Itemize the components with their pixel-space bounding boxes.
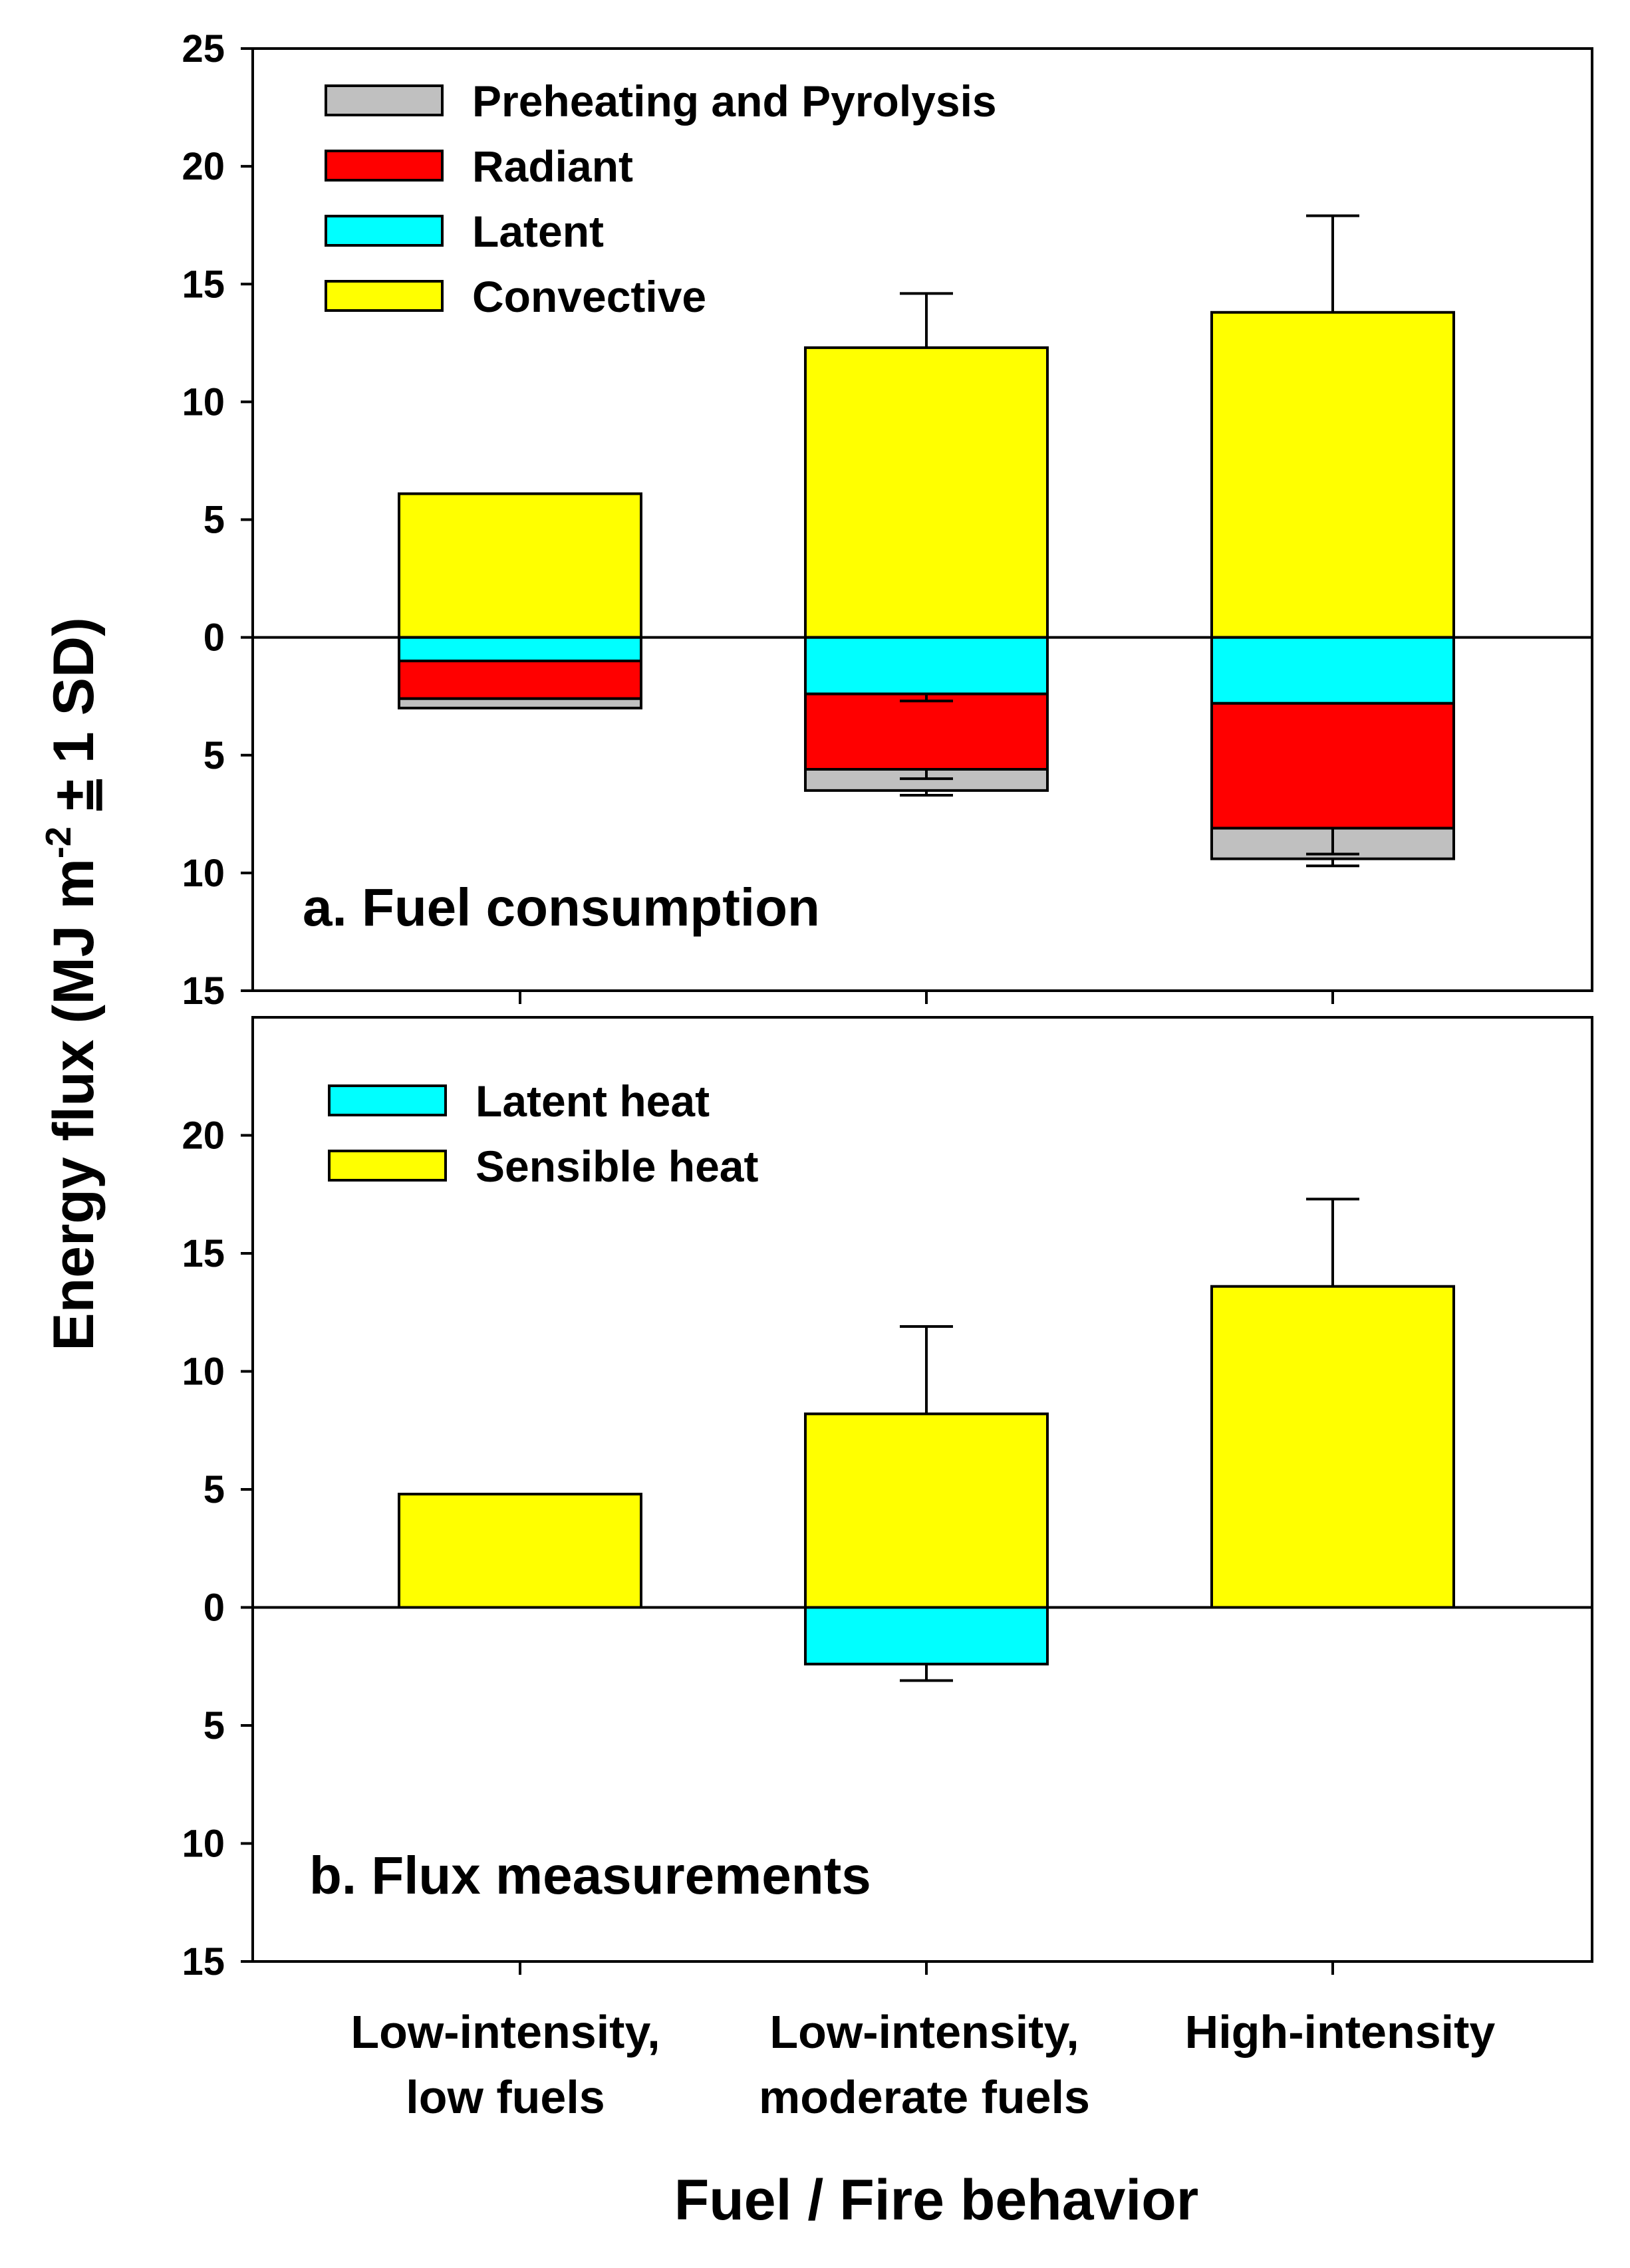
category-label-1-line2: moderate fuels (759, 2071, 1090, 2123)
panel-a-title: a. Fuel consumption (303, 878, 820, 937)
legend-swatch-latent (325, 215, 444, 247)
panel-a: 25 20 15 10 5 0 5 10 15 Preheating and Pyrolysis R… (182, 27, 1593, 1013)
legend-label-sensible-heat: Sensible heat (475, 1142, 759, 1191)
y-axis-title-superscript: -2 (39, 826, 78, 858)
legend-swatch-latent-heat (328, 1084, 447, 1116)
y-tick-label-b: 0 (204, 1586, 225, 1630)
category-label-0-line2: low fuels (406, 2071, 605, 2123)
bar-sensible-heat-1 (804, 1412, 1049, 1609)
y-axis-title-main: Energy flux (MJ m (42, 858, 106, 1351)
y-axis-title-plus-minus: ± (42, 779, 106, 811)
plot-area-a: 25 20 15 10 5 0 5 10 15 Preheating and Pyrolysis R… (182, 27, 1593, 1013)
bar-latent-2 (1210, 636, 1455, 705)
panel-b: 20 15 10 5 0 5 10 15 Latent heat Sensible heat b.… (182, 1016, 1593, 1983)
bar-sensible-heat-2 (1210, 1285, 1455, 1609)
category-label-2-line1: High-intensity (1185, 2006, 1496, 2058)
panel-b-title: b. Flux measurements (309, 1846, 871, 1905)
y-tick-label-b: 15 (182, 1232, 225, 1275)
legend-label-latent-heat: Latent heat (475, 1076, 710, 1126)
y-tick-label-a: 15 (182, 969, 225, 1013)
legend-swatch-preheating-and-pyrolysis (325, 84, 444, 116)
y-tick-label-b: 15 (182, 1940, 225, 1983)
bar-preheating-and-pyrolysis-0 (398, 697, 642, 709)
y-tick-label-a: 15 (182, 263, 225, 306)
bar-radiant-1 (804, 692, 1049, 771)
legend-swatch-sensible-heat (328, 1150, 447, 1182)
x-axis-title: Fuel / Fire behavior (674, 2168, 1199, 2232)
legend-swatch-convective (325, 280, 444, 312)
legend-label-radiant: Radiant (472, 142, 633, 191)
y-tick-label-a: 10 (182, 380, 225, 424)
bar-radiant-2 (1210, 701, 1455, 830)
legend-label-preheating-and-pyrolysis: Preheating and Pyrolysis (472, 76, 997, 126)
bar-convective-1 (804, 346, 1049, 639)
legend-swatch-radiant (325, 150, 444, 182)
y-tick-label-b: 10 (182, 1823, 225, 1866)
y-tick-label-b: 5 (204, 1704, 225, 1747)
y-tick-label-a: 5 (204, 499, 225, 542)
plot-area-b: 20 15 10 5 0 5 10 15 Latent heat Sensible heat (182, 1016, 1593, 1983)
y-tick-label-a: 10 (182, 852, 225, 895)
bar-convective-0 (398, 492, 642, 639)
y-axis-title-tail: 1 SD) (42, 617, 106, 763)
category-label-1-line1: Low-intensity, (769, 2006, 1079, 2058)
y-tick-label-b: 20 (182, 1114, 225, 1158)
y-tick-label-b: 10 (182, 1350, 225, 1394)
bar-radiant-0 (398, 660, 642, 700)
y-tick-label-a: 20 (182, 145, 225, 188)
bar-latent-1 (804, 636, 1049, 695)
bar-latent-0 (398, 636, 642, 663)
svg-text:Energy flux (MJ m-2 ± 1 SD): Energy flux (MJ m-2 ± 1 SD) (39, 617, 106, 1351)
legend-label-latent: Latent (472, 207, 604, 256)
bar-latent-heat-1 (804, 1606, 1049, 1666)
x-axis-category-labels: Low-intensity, low fuels Low-intensity, … (350, 2006, 1495, 2123)
y-tick-label-b: 5 (204, 1468, 225, 1511)
y-axis-title: Energy flux (MJ m-2 ± 1 SD) (39, 617, 106, 1351)
legend-label-convective: Convective (472, 272, 706, 321)
y-tick-label-a: 5 (204, 734, 225, 777)
y-tick-label-a: 0 (204, 616, 225, 660)
y-tick-label-a: 25 (182, 27, 225, 70)
bar-convective-2 (1210, 311, 1455, 639)
category-label-0-line1: Low-intensity, (350, 2006, 660, 2058)
bar-sensible-heat-0 (398, 1493, 642, 1609)
